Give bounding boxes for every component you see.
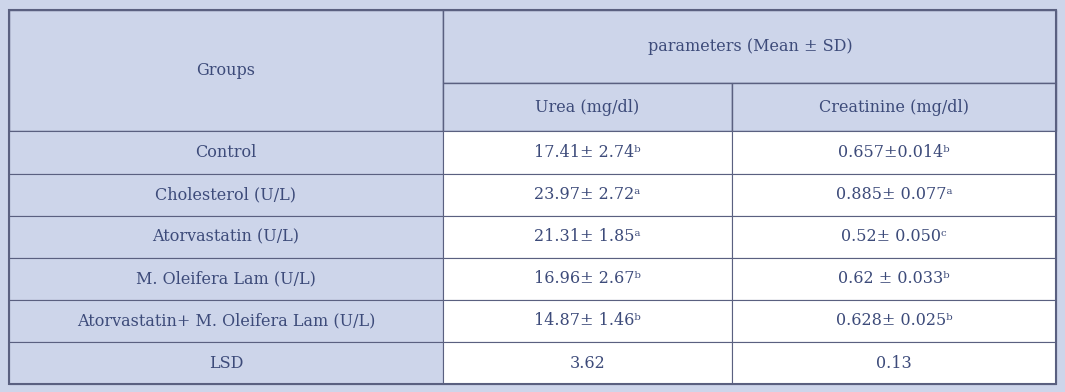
Text: 23.97± 2.72ᵃ: 23.97± 2.72ᵃ xyxy=(535,186,641,203)
Bar xyxy=(9,216,443,258)
Bar xyxy=(732,83,1056,131)
Text: Atorvastatin+ M. Oleifera Lam (U/L): Atorvastatin+ M. Oleifera Lam (U/L) xyxy=(77,312,375,330)
Bar xyxy=(732,131,1056,174)
Text: Control: Control xyxy=(195,144,257,161)
Bar xyxy=(732,216,1056,258)
Text: 3.62: 3.62 xyxy=(570,355,605,372)
Bar xyxy=(9,300,443,342)
Text: 0.62 ± 0.033ᵇ: 0.62 ± 0.033ᵇ xyxy=(838,270,950,287)
Text: Cholesterol (U/L): Cholesterol (U/L) xyxy=(155,186,296,203)
Bar xyxy=(9,10,443,131)
Text: 0.52± 0.050ᶜ: 0.52± 0.050ᶜ xyxy=(841,228,947,245)
Bar xyxy=(9,131,443,174)
Text: Urea (mg/dl): Urea (mg/dl) xyxy=(536,99,640,116)
Bar xyxy=(443,342,732,384)
Text: 0.628± 0.025ᵇ: 0.628± 0.025ᵇ xyxy=(836,312,952,330)
Text: 0.885± 0.077ᵃ: 0.885± 0.077ᵃ xyxy=(836,186,952,203)
Text: 0.13: 0.13 xyxy=(876,355,912,372)
Bar xyxy=(443,300,732,342)
Bar xyxy=(443,131,732,174)
Bar xyxy=(732,342,1056,384)
Bar xyxy=(443,10,1056,83)
Bar xyxy=(9,174,443,216)
Text: 16.96± 2.67ᵇ: 16.96± 2.67ᵇ xyxy=(534,270,641,287)
Bar xyxy=(443,174,732,216)
Bar xyxy=(732,300,1056,342)
Text: Groups: Groups xyxy=(196,62,256,79)
Bar xyxy=(732,174,1056,216)
Text: LSD: LSD xyxy=(209,355,243,372)
Bar xyxy=(732,258,1056,300)
Bar xyxy=(9,258,443,300)
Bar xyxy=(9,342,443,384)
Text: Creatinine (mg/dl): Creatinine (mg/dl) xyxy=(819,99,969,116)
Text: M. Oleifera Lam (U/L): M. Oleifera Lam (U/L) xyxy=(136,270,316,287)
Bar xyxy=(443,216,732,258)
Text: 21.31± 1.85ᵃ: 21.31± 1.85ᵃ xyxy=(535,228,641,245)
Text: 0.657±0.014ᵇ: 0.657±0.014ᵇ xyxy=(838,144,950,161)
Bar xyxy=(443,83,732,131)
Bar xyxy=(443,258,732,300)
Text: 14.87± 1.46ᵇ: 14.87± 1.46ᵇ xyxy=(535,312,641,330)
Text: 17.41± 2.74ᵇ: 17.41± 2.74ᵇ xyxy=(535,144,641,161)
Text: Atorvastatin (U/L): Atorvastatin (U/L) xyxy=(152,228,299,245)
Text: parameters (Mean ± SD): parameters (Mean ± SD) xyxy=(648,38,852,55)
